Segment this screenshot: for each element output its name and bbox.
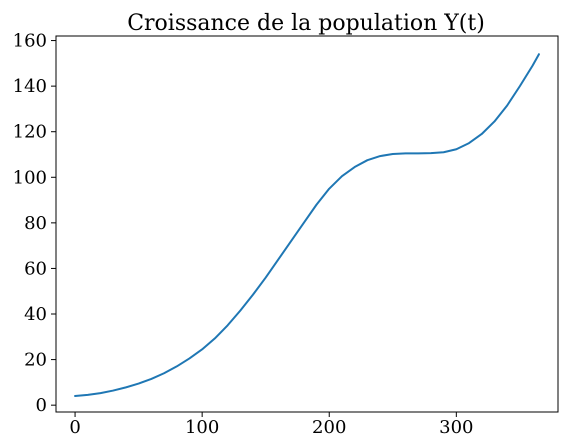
y-tick-label: 40 <box>24 304 47 325</box>
x-tick-label: 0 <box>69 417 80 438</box>
chart-title: Croissance de la population Y(t) <box>127 11 485 36</box>
x-tick-label: 100 <box>185 417 219 438</box>
y-tick-label: 160 <box>13 31 47 52</box>
plot-frame <box>55 35 559 413</box>
series-line-0 <box>74 53 540 398</box>
x-tick-label: 200 <box>312 417 346 438</box>
y-tick-label: 20 <box>24 350 47 371</box>
plot-layer <box>74 53 540 398</box>
y-tick-label: 140 <box>13 76 47 97</box>
x-tick-label: 300 <box>439 417 473 438</box>
y-tick-label: 60 <box>24 258 47 279</box>
y-tick-label: 80 <box>24 213 47 234</box>
y-tick-label: 120 <box>13 122 47 143</box>
axes-layer: 0 100 200 300 0 20 40 60 80 100 120 140 160 <box>13 31 559 438</box>
y-tick-label: 0 <box>36 395 47 416</box>
y-tick-label: 100 <box>13 167 47 188</box>
